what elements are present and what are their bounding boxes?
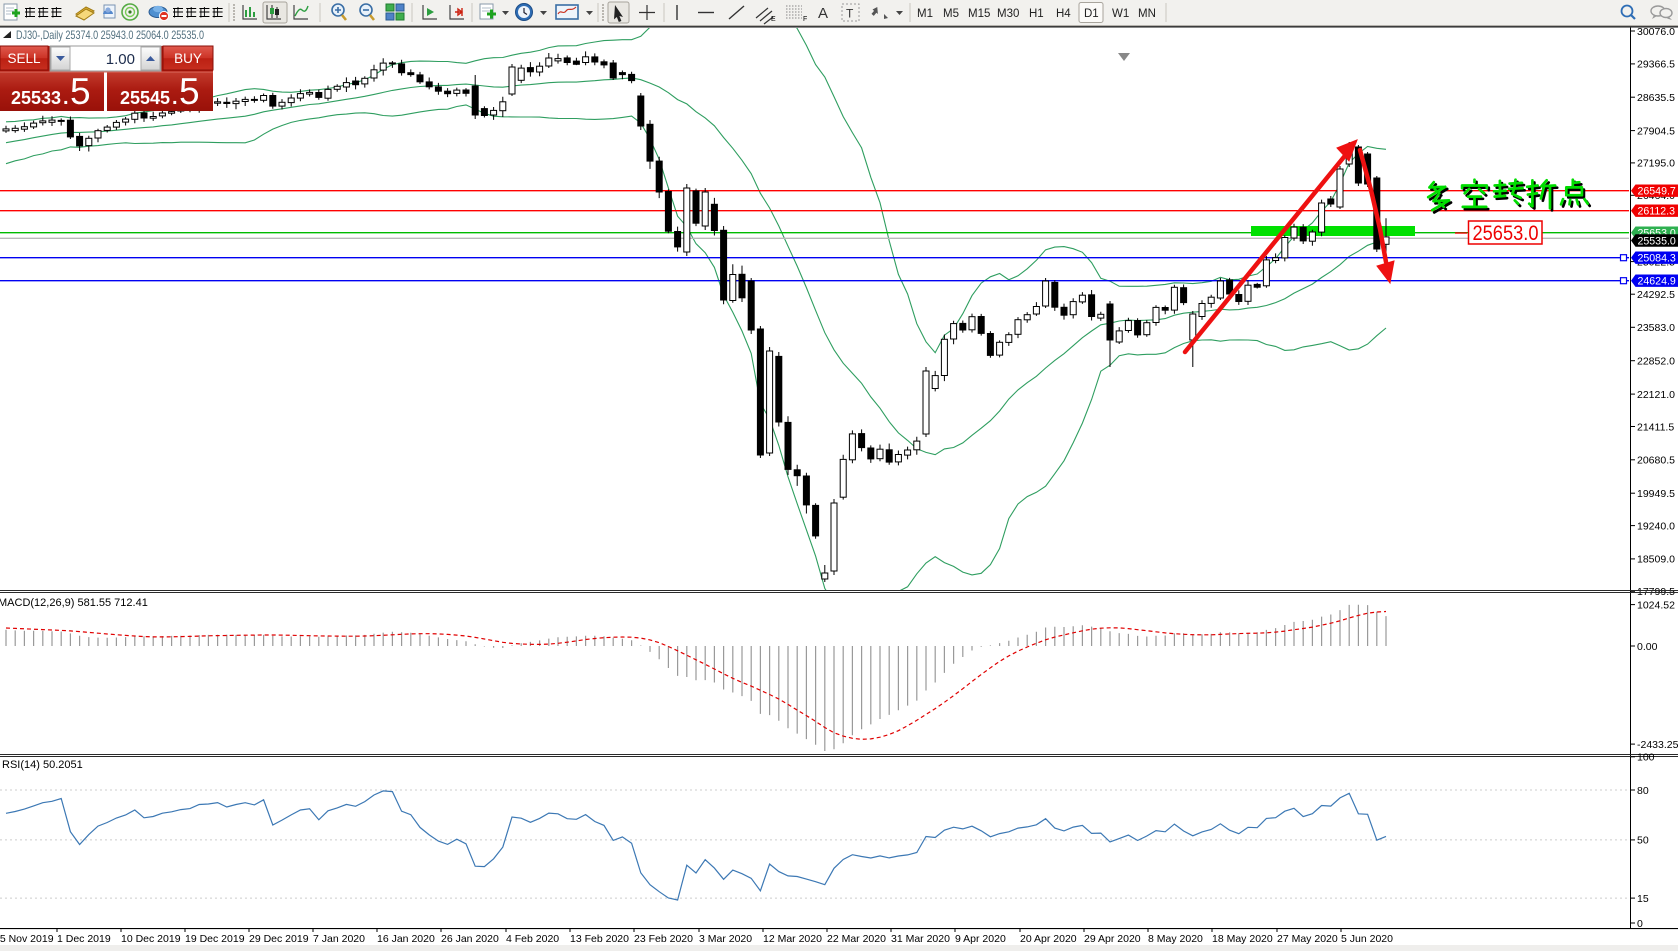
svg-text:MACD(12,26,9) 581.55 712.41: MACD(12,26,9) 581.55 712.41 — [0, 597, 148, 609]
svg-text:22 Mar 2020: 22 Mar 2020 — [827, 933, 886, 945]
svg-text:M30: M30 — [997, 8, 1019, 20]
svg-text:27 May 2020: 27 May 2020 — [1277, 933, 1338, 945]
svg-text:20680.5: 20680.5 — [1637, 455, 1675, 467]
svg-text:5: 5 — [70, 71, 91, 112]
svg-text:1.00: 1.00 — [106, 51, 135, 68]
svg-text:M1: M1 — [917, 8, 933, 20]
svg-text:25533: 25533 — [11, 88, 61, 108]
svg-text:H1: H1 — [1029, 8, 1044, 20]
svg-text:23 Feb 2020: 23 Feb 2020 — [634, 933, 693, 945]
svg-text:3 Mar 2020: 3 Mar 2020 — [699, 933, 752, 945]
svg-text:SELL: SELL — [7, 51, 41, 66]
svg-text:MN: MN — [1138, 8, 1156, 20]
svg-text:30076.0: 30076.0 — [1637, 26, 1675, 38]
svg-text:5: 5 — [179, 71, 200, 112]
svg-text:E: E — [771, 16, 776, 23]
svg-text:18 May 2020: 18 May 2020 — [1212, 933, 1273, 945]
svg-text:A: A — [818, 5, 828, 22]
svg-text:W1: W1 — [1112, 8, 1129, 20]
svg-text:.: . — [172, 87, 178, 109]
svg-text:7 Jan 2020: 7 Jan 2020 — [313, 933, 365, 945]
svg-text:19 Dec 2019: 19 Dec 2019 — [185, 933, 245, 945]
svg-text:1024.52: 1024.52 — [1637, 599, 1675, 611]
svg-text:26549.7: 26549.7 — [1638, 186, 1676, 198]
svg-text:.: . — [63, 87, 69, 109]
svg-text:21411.5: 21411.5 — [1637, 421, 1674, 433]
svg-text:15: 15 — [1637, 893, 1649, 905]
svg-text:26112.3: 26112.3 — [1638, 206, 1676, 218]
svg-text:100: 100 — [1637, 752, 1655, 764]
svg-text:27195.0: 27195.0 — [1637, 158, 1675, 170]
svg-text:16 Jan 2020: 16 Jan 2020 — [377, 933, 435, 945]
svg-text:T: T — [846, 7, 854, 21]
svg-text:80: 80 — [1637, 785, 1649, 797]
svg-text:8 May 2020: 8 May 2020 — [1148, 933, 1203, 945]
svg-text:DJ30-,Daily 25374.0 25943.0 2: DJ30-,Daily 25374.0 25943.0 25064.0 2553… — [16, 28, 204, 42]
svg-text:BUY: BUY — [174, 51, 202, 66]
svg-text:M5: M5 — [943, 8, 959, 20]
svg-text:24292.5: 24292.5 — [1637, 289, 1675, 301]
svg-text:25535.0: 25535.0 — [1638, 235, 1676, 247]
svg-text:29366.5: 29366.5 — [1637, 59, 1675, 71]
svg-text:50: 50 — [1637, 835, 1649, 847]
svg-text:18509.0: 18509.0 — [1637, 554, 1675, 566]
svg-text:27904.5: 27904.5 — [1637, 125, 1675, 137]
svg-text:4 Feb 2020: 4 Feb 2020 — [506, 933, 559, 945]
svg-text:D1: D1 — [1084, 8, 1099, 20]
svg-text:25084.3: 25084.3 — [1638, 253, 1676, 265]
svg-text:M15: M15 — [968, 8, 990, 20]
svg-text:9 Apr 2020: 9 Apr 2020 — [955, 933, 1006, 945]
svg-text:22852.0: 22852.0 — [1637, 356, 1675, 368]
svg-text:25 Nov 2019: 25 Nov 2019 — [0, 933, 54, 945]
svg-text:13 Feb 2020: 13 Feb 2020 — [570, 933, 629, 945]
svg-text:0: 0 — [1637, 918, 1643, 930]
svg-text:20 Apr 2020: 20 Apr 2020 — [1020, 933, 1077, 945]
svg-text:-2433.25: -2433.25 — [1637, 739, 1678, 751]
svg-text:25545: 25545 — [120, 88, 170, 108]
svg-text:25653.0: 25653.0 — [1473, 222, 1539, 245]
svg-text:RSI(14) 50.2051: RSI(14) 50.2051 — [2, 759, 83, 771]
svg-text:H4: H4 — [1056, 8, 1071, 20]
svg-text:5 Jun 2020: 5 Jun 2020 — [1341, 933, 1393, 945]
svg-text:31 Mar 2020: 31 Mar 2020 — [891, 933, 950, 945]
svg-text:19949.5: 19949.5 — [1637, 488, 1675, 500]
svg-text:29 Apr 2020: 29 Apr 2020 — [1084, 933, 1141, 945]
svg-text:0.00: 0.00 — [1637, 641, 1658, 653]
svg-text:29 Dec 2019: 29 Dec 2019 — [249, 933, 309, 945]
svg-text:28635.5: 28635.5 — [1637, 92, 1675, 104]
svg-text:10 Dec 2019: 10 Dec 2019 — [121, 933, 181, 945]
svg-text:26 Jan 2020: 26 Jan 2020 — [441, 933, 499, 945]
svg-text:23583.0: 23583.0 — [1637, 322, 1675, 334]
svg-text:F: F — [803, 16, 807, 23]
svg-text:22121.0: 22121.0 — [1637, 389, 1675, 401]
svg-text:12 Mar 2020: 12 Mar 2020 — [763, 933, 822, 945]
svg-text:1 Dec 2019: 1 Dec 2019 — [57, 933, 111, 945]
svg-text:19240.0: 19240.0 — [1637, 520, 1675, 532]
svg-text:24624.9: 24624.9 — [1638, 276, 1676, 288]
